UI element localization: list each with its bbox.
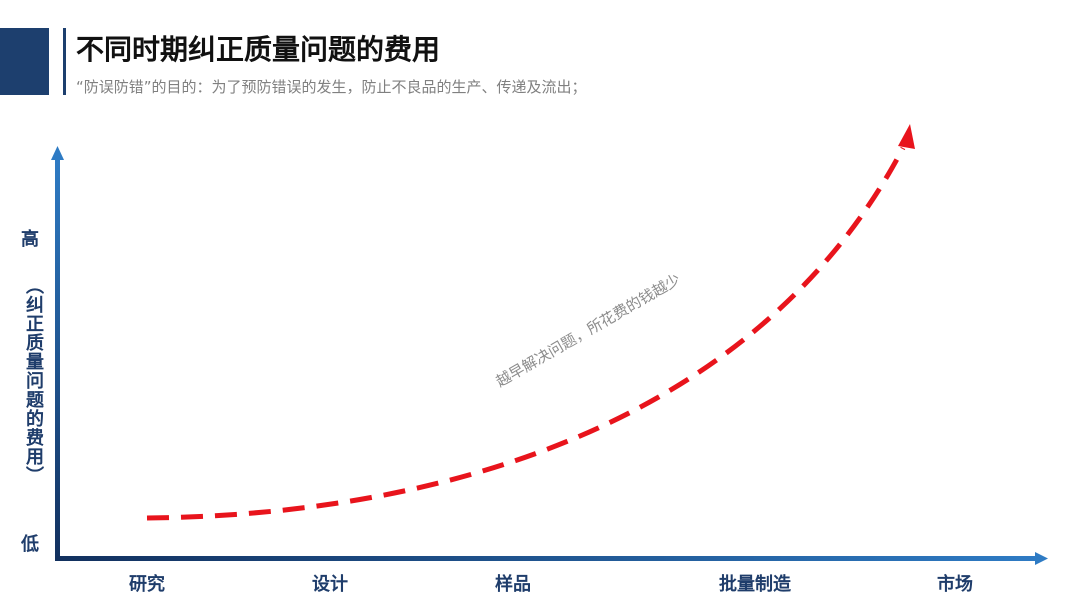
x-axis-arrow bbox=[1035, 552, 1048, 565]
stage-label: 设计 bbox=[312, 574, 348, 595]
accent-block bbox=[0, 28, 49, 95]
stage-label: 批量制造 bbox=[719, 574, 791, 595]
y-axis-arrow bbox=[51, 146, 64, 160]
cost-curve bbox=[146, 146, 906, 521]
curve-arrow bbox=[898, 124, 915, 149]
accent-line bbox=[63, 28, 66, 95]
stage-label: 样品 bbox=[495, 574, 531, 595]
y-low-label: 低 bbox=[21, 534, 39, 555]
y-axis bbox=[55, 158, 60, 560]
y-high-label: 高 bbox=[21, 229, 39, 250]
y-axis-label: （纠正质量问题的费用） bbox=[23, 276, 44, 485]
stage-label: 研究 bbox=[129, 574, 165, 595]
stage-label: 市场 bbox=[937, 574, 973, 595]
x-axis bbox=[55, 556, 1037, 561]
subtitle: “防误防错”的目的：为了预防错误的发生，防止不良品的生产、传递及流出； bbox=[76, 78, 587, 96]
title: 不同时期纠正质量问题的费用 bbox=[76, 33, 441, 66]
